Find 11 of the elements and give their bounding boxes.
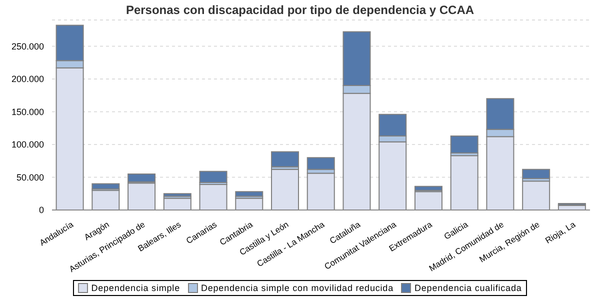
y-tick-label: 250.000 (11, 41, 44, 52)
legend-label: Dependencia cualificada (414, 283, 522, 293)
legend-label: Dependencia simple con movilidad reducida (200, 283, 394, 293)
y-tick-label: 150.000 (11, 106, 44, 117)
y-tick-label: 200.000 (11, 74, 44, 84)
y-tick-label: 0 (38, 205, 44, 216)
x-tick-label: Rioja, La (543, 219, 578, 246)
chart-title: Personas con discapacidad por tipo de dependencia y CCAA (124, 3, 476, 17)
y-tick-label: 100.000 (11, 140, 44, 150)
y-tick-label: 50.000 (16, 172, 44, 182)
legend-label: Dependencia simple (91, 283, 180, 293)
